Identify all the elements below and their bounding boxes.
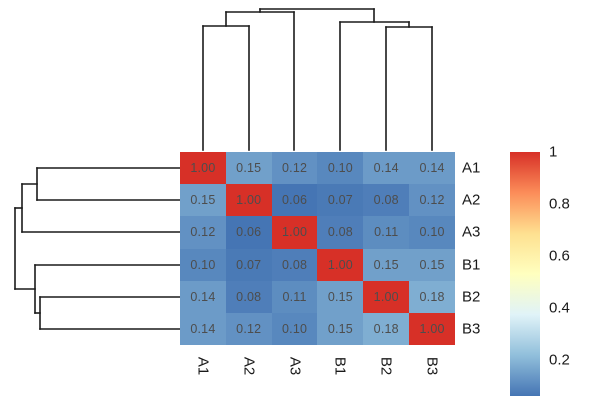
row-label: A2 — [462, 191, 481, 209]
row-label: B1 — [462, 256, 481, 274]
heatmap-cell: 1.00 — [317, 248, 364, 281]
heatmap-cell: 0.18 — [409, 280, 455, 313]
heatmap-cell: 0.15 — [180, 184, 226, 217]
cell-value: 0.14 — [419, 161, 445, 176]
row-label: B2 — [462, 288, 481, 306]
heatmap-cell: 0.08 — [317, 216, 364, 249]
cell-value: 0.06 — [236, 225, 262, 240]
cell-value: 0.11 — [282, 289, 307, 304]
heatmap-cell: 0.15 — [317, 280, 364, 313]
cell-value: 1.00 — [327, 257, 353, 272]
cell-value: 0.12 — [282, 161, 308, 176]
heatmap-cell: 0.12 — [225, 312, 272, 345]
heatmap-cell: 1.00 — [363, 280, 410, 313]
heatmap-cell: 0.15 — [409, 248, 455, 281]
heatmap-cell: 0.06 — [271, 184, 318, 217]
heatmap-cell: 1.00 — [225, 184, 272, 217]
cell-value: 0.15 — [236, 161, 262, 176]
cell-value: 0.15 — [327, 321, 353, 336]
cell-value: 0.18 — [373, 321, 399, 336]
cell-value: 0.10 — [190, 257, 216, 272]
heatmap-cell: 0.10 — [180, 248, 226, 281]
cell-value: 1.00 — [419, 321, 445, 336]
cell-value: 1.00 — [190, 161, 216, 176]
cell-value: 0.10 — [327, 161, 353, 176]
heatmap-cell: 0.14 — [363, 152, 410, 185]
column-label: B3 — [423, 356, 441, 376]
heatmap-cell: 1.00 — [271, 216, 318, 249]
cell-value: 0.10 — [419, 225, 445, 240]
heatmap-cell: 0.08 — [225, 280, 272, 313]
heatmap-cell: 0.12 — [180, 216, 226, 249]
colorbar-tick-label: 1 — [549, 143, 558, 161]
row-label: B3 — [462, 320, 481, 338]
heatmap-cell: 0.10 — [317, 152, 364, 185]
cell-value: 0.12 — [236, 321, 262, 336]
cell-value: 1.00 — [282, 225, 308, 240]
heatmap-cell: 0.07 — [317, 184, 364, 217]
heatmap-cell: 0.14 — [180, 280, 226, 313]
heatmap-cell: 0.10 — [271, 312, 318, 345]
colorbar-tick-label: 0.2 — [549, 351, 570, 369]
colorbar-tick-label: 0.4 — [549, 299, 570, 317]
column-label: A2 — [240, 356, 258, 376]
column-label: A3 — [286, 356, 304, 376]
cell-value: 0.08 — [236, 289, 262, 304]
heatmap-cell: 0.11 — [271, 280, 318, 313]
cell-value: 0.14 — [373, 161, 399, 176]
heatmap-cell: 0.15 — [225, 152, 272, 185]
row-label: A3 — [462, 223, 481, 241]
cell-value: 0.15 — [190, 193, 216, 208]
cell-value: 0.15 — [373, 257, 399, 272]
heatmap-cell: 1.00 — [409, 312, 455, 345]
cell-value: 0.08 — [327, 225, 353, 240]
heatmap-cell: 0.06 — [225, 216, 272, 249]
column-label: A1 — [194, 356, 212, 376]
colorbar-tick-label: 0.8 — [549, 195, 570, 213]
cell-value: 0.14 — [190, 289, 216, 304]
cell-value: 0.15 — [419, 257, 445, 272]
heatmap-cell: 0.12 — [409, 184, 455, 217]
column-label: B1 — [331, 356, 349, 376]
cell-value: 0.08 — [373, 193, 399, 208]
column-dendrogram — [202, 8, 433, 151]
cell-value: 0.12 — [419, 193, 445, 208]
heatmap-cell: 0.18 — [363, 312, 410, 345]
cell-value: 0.08 — [282, 257, 308, 272]
cell-value: 0.18 — [419, 289, 445, 304]
heatmap-cell: 0.14 — [409, 152, 455, 185]
heatmap-cell: 0.08 — [363, 184, 410, 217]
row-label: A1 — [462, 159, 481, 177]
heatmap-cell: 0.12 — [271, 152, 318, 185]
cell-value: 0.06 — [282, 193, 308, 208]
cell-value: 1.00 — [373, 289, 399, 304]
heatmap-cell: 0.14 — [180, 312, 226, 345]
heatmap-cell: 0.15 — [317, 312, 364, 345]
cell-value: 0.07 — [327, 193, 353, 208]
cell-value: 0.12 — [190, 225, 216, 240]
heatmap-cell: 0.08 — [271, 248, 318, 281]
heatmap-cell: 0.07 — [225, 248, 272, 281]
row-dendrogram — [14, 167, 181, 330]
column-label: B2 — [377, 356, 395, 376]
cell-value: 0.07 — [236, 257, 262, 272]
cell-value: 0.15 — [327, 289, 353, 304]
heatmap: 1.00 0.15 0.12 0.10 0.14 0.14 0.15 1.00 0.06 0.07… — [180, 152, 455, 345]
cell-value: 0.10 — [282, 321, 308, 336]
cell-value: 0.11 — [374, 225, 399, 240]
colorbar — [510, 152, 540, 396]
cell-value: 0.14 — [190, 321, 216, 336]
cell-value: 1.00 — [236, 193, 262, 208]
heatmap-cell: 0.10 — [409, 216, 455, 249]
colorbar-tick-label: 0.6 — [549, 247, 570, 265]
heatmap-cell: 1.00 — [180, 152, 226, 185]
heatmap-cell: 0.15 — [363, 248, 410, 281]
heatmap-cell: 0.11 — [363, 216, 410, 249]
